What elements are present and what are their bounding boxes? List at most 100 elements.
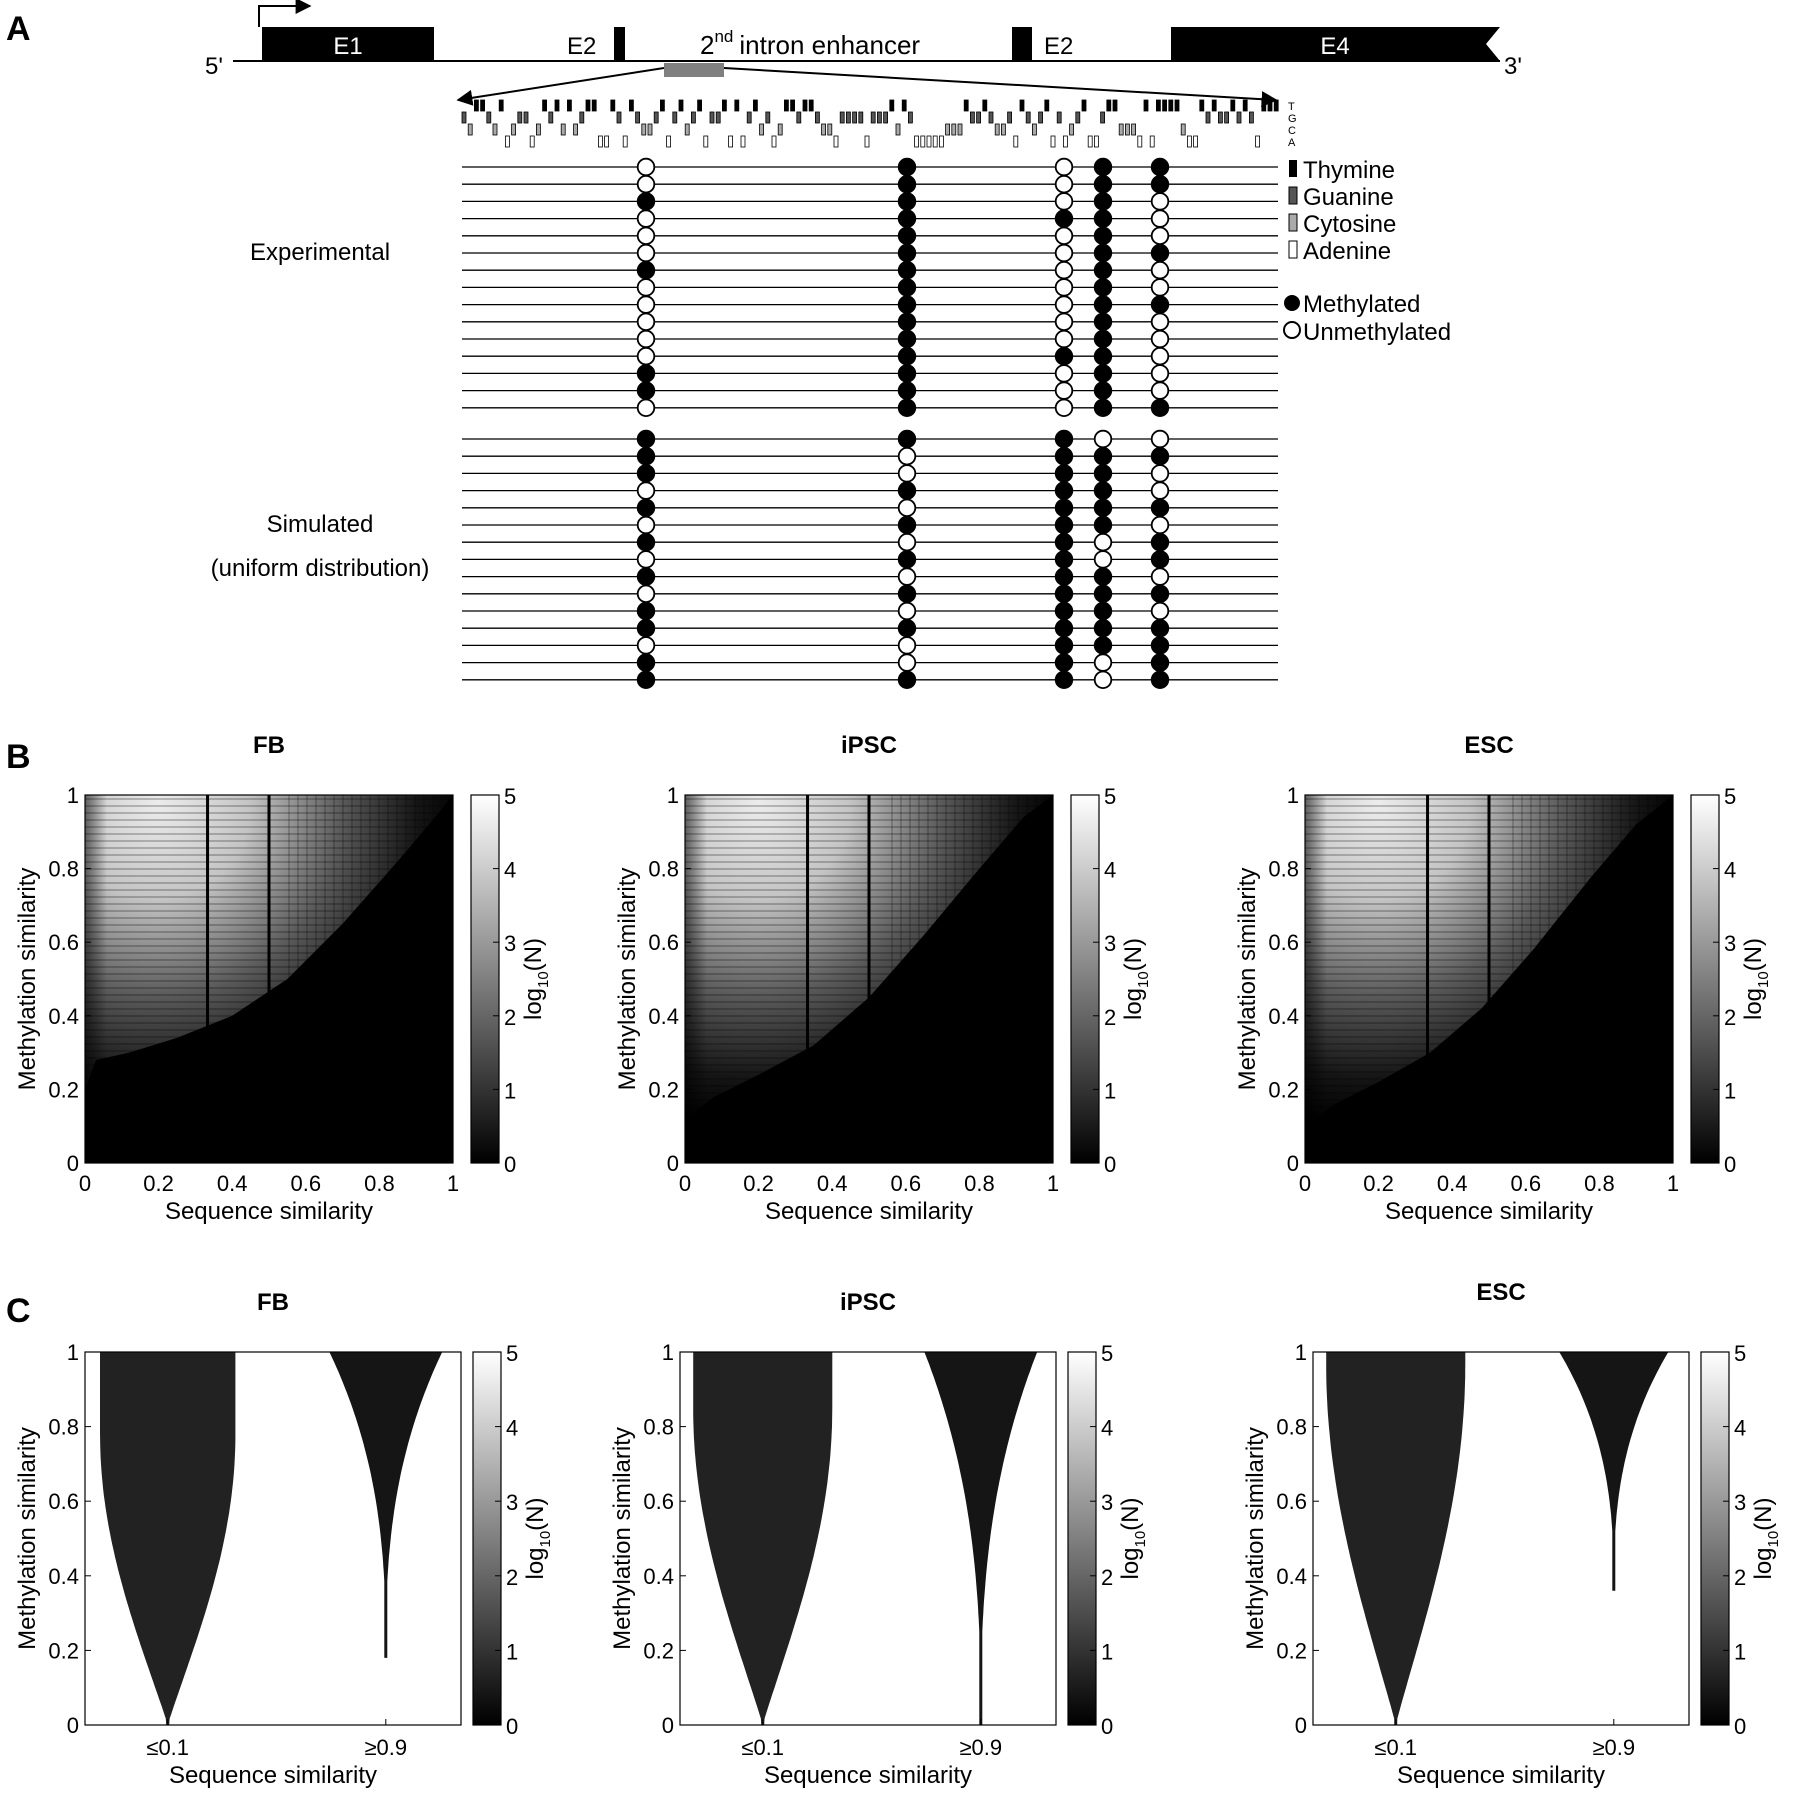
violin-low-similarity (100, 1352, 236, 1725)
violin-title: FB (257, 1289, 289, 1316)
y-tick-label: 0.4 (48, 1004, 79, 1029)
base-mark (536, 123, 541, 136)
base-mark (982, 99, 988, 112)
colorbar-tick-label: 1 (1724, 1078, 1736, 1103)
y-tick-label: 0.4 (48, 1564, 79, 1589)
y-tick-label: 1 (67, 783, 79, 808)
x-tick-label: ≥0.9 (959, 1735, 1002, 1760)
methylated-cpg (1093, 515, 1113, 535)
unmethylated-cpg (897, 498, 917, 518)
unmethylated-cpg (636, 209, 656, 228)
y-tick-label: 0.4 (1268, 1004, 1299, 1029)
unmethylated-cpg (897, 601, 917, 621)
x-tick-label: 0.8 (1584, 1171, 1615, 1196)
methylated-cpg (636, 364, 656, 383)
base-mark (790, 99, 795, 112)
base-mark (635, 111, 640, 124)
methylated-cpg (1150, 157, 1170, 177)
methylated-cpg (636, 601, 656, 621)
unmethylated-cpg (636, 312, 656, 332)
y-tick-label: 0 (67, 1151, 79, 1176)
base-mark (808, 99, 814, 112)
base-letter-g: G (1288, 113, 1297, 125)
base-mark (1211, 99, 1217, 112)
y-tick-label: 0 (1295, 1713, 1307, 1738)
colorbar-tick-label: 5 (1734, 1341, 1746, 1366)
unmethylated-cpg (1054, 381, 1074, 400)
methylated-cpg (897, 261, 917, 280)
experimental-reads (462, 157, 1278, 418)
methylated-cpg (1093, 481, 1113, 500)
y-tick-label: 0.6 (1276, 1489, 1307, 1514)
base-mark (746, 111, 752, 124)
methylated-cpg (1150, 498, 1170, 518)
base-mark (467, 123, 473, 136)
base-mark (591, 99, 597, 112)
methylated-cpg (1093, 347, 1113, 366)
x-axis-label: Sequence similarity (1385, 1198, 1593, 1225)
base-mark (660, 99, 665, 112)
y-tick-label: 1 (1287, 783, 1299, 808)
group-label-simulated: Simulated (267, 511, 374, 538)
x-tick-label: 0.4 (1437, 1171, 1468, 1196)
group-label-experimental: Experimental (250, 239, 390, 266)
methylated-cpg (1054, 533, 1074, 552)
base-mark (833, 135, 839, 148)
unmethylated-cpg (1054, 398, 1074, 418)
methylated-cpg (1093, 584, 1113, 604)
colorbar-tick-label: 2 (506, 1565, 518, 1590)
methylated-cpg (897, 364, 917, 383)
base-mark (641, 123, 647, 136)
base-mark (1273, 99, 1279, 112)
methylated-cpg (897, 515, 917, 535)
unmethylated-cpg (636, 226, 656, 246)
methylated-cpg (1093, 364, 1113, 383)
methylated-cpg (1093, 226, 1113, 246)
heatmap-esc: ESC 0 0.2 0.4 0.6 0.8 1 Sequence similarity 0 0.2… (1234, 732, 1772, 1225)
base-mark (858, 111, 864, 124)
base-mark (585, 99, 591, 112)
colorbar-label: log10(N) (1120, 938, 1152, 1020)
y-tick-label: 0.4 (1276, 1564, 1307, 1589)
base-mark (945, 123, 950, 136)
colorbar-tick-label: 0 (506, 1714, 518, 1739)
methylated-cpg (1054, 567, 1074, 586)
y-tick-label: 0.6 (643, 1489, 674, 1514)
colorbar-tick-label: 1 (506, 1639, 518, 1664)
methylated-cpg (1093, 295, 1113, 314)
violin-high-similarity (1559, 1352, 1669, 1591)
base-mark (784, 99, 789, 112)
base-mark (740, 135, 746, 148)
y-tick-label: 0.6 (48, 930, 79, 955)
legend-methylated-label: Methylated (1303, 291, 1420, 318)
x-tick-label: ≤0.1 (1374, 1735, 1417, 1760)
methylated-cpg (1150, 447, 1170, 466)
base-mark (1112, 99, 1118, 112)
methylated-cpg (897, 584, 917, 604)
x-axis-label: Sequence similarity (765, 1198, 973, 1225)
base-mark (957, 123, 963, 136)
x-tick-label: 0.8 (364, 1171, 395, 1196)
base-mark (1156, 99, 1161, 112)
colorbar-tick-label: 3 (1104, 931, 1116, 956)
violin-frame (679, 1351, 1057, 1726)
legend-unmethylated-label: Unmethylated (1303, 319, 1451, 346)
base-mark (914, 135, 919, 148)
base-mark (722, 99, 727, 112)
base-mark (1038, 111, 1043, 124)
unmethylated-cpg (1054, 192, 1074, 211)
heatmap-frame (1304, 794, 1674, 1164)
legend-adenine-label: Adenine (1303, 238, 1391, 265)
methylated-cpg (897, 398, 917, 418)
y-tick-label: 0.8 (648, 857, 679, 882)
methylated-cpg (636, 192, 656, 211)
base-mark (1131, 123, 1136, 136)
heatmap-ipsc: iPSC 0 0.2 0.4 0.6 0.8 1 Sequence similarity 0 0.… (614, 732, 1152, 1225)
colorbar-tick-label: 3 (1101, 1490, 1113, 1515)
strand-5-label: 5' (205, 53, 223, 80)
base-mark (473, 99, 479, 112)
colorbar-label: log10(N) (1750, 1497, 1782, 1579)
base-mark (697, 99, 702, 112)
unmethylated-cpg (636, 174, 656, 194)
methylated-cpg (636, 498, 656, 518)
